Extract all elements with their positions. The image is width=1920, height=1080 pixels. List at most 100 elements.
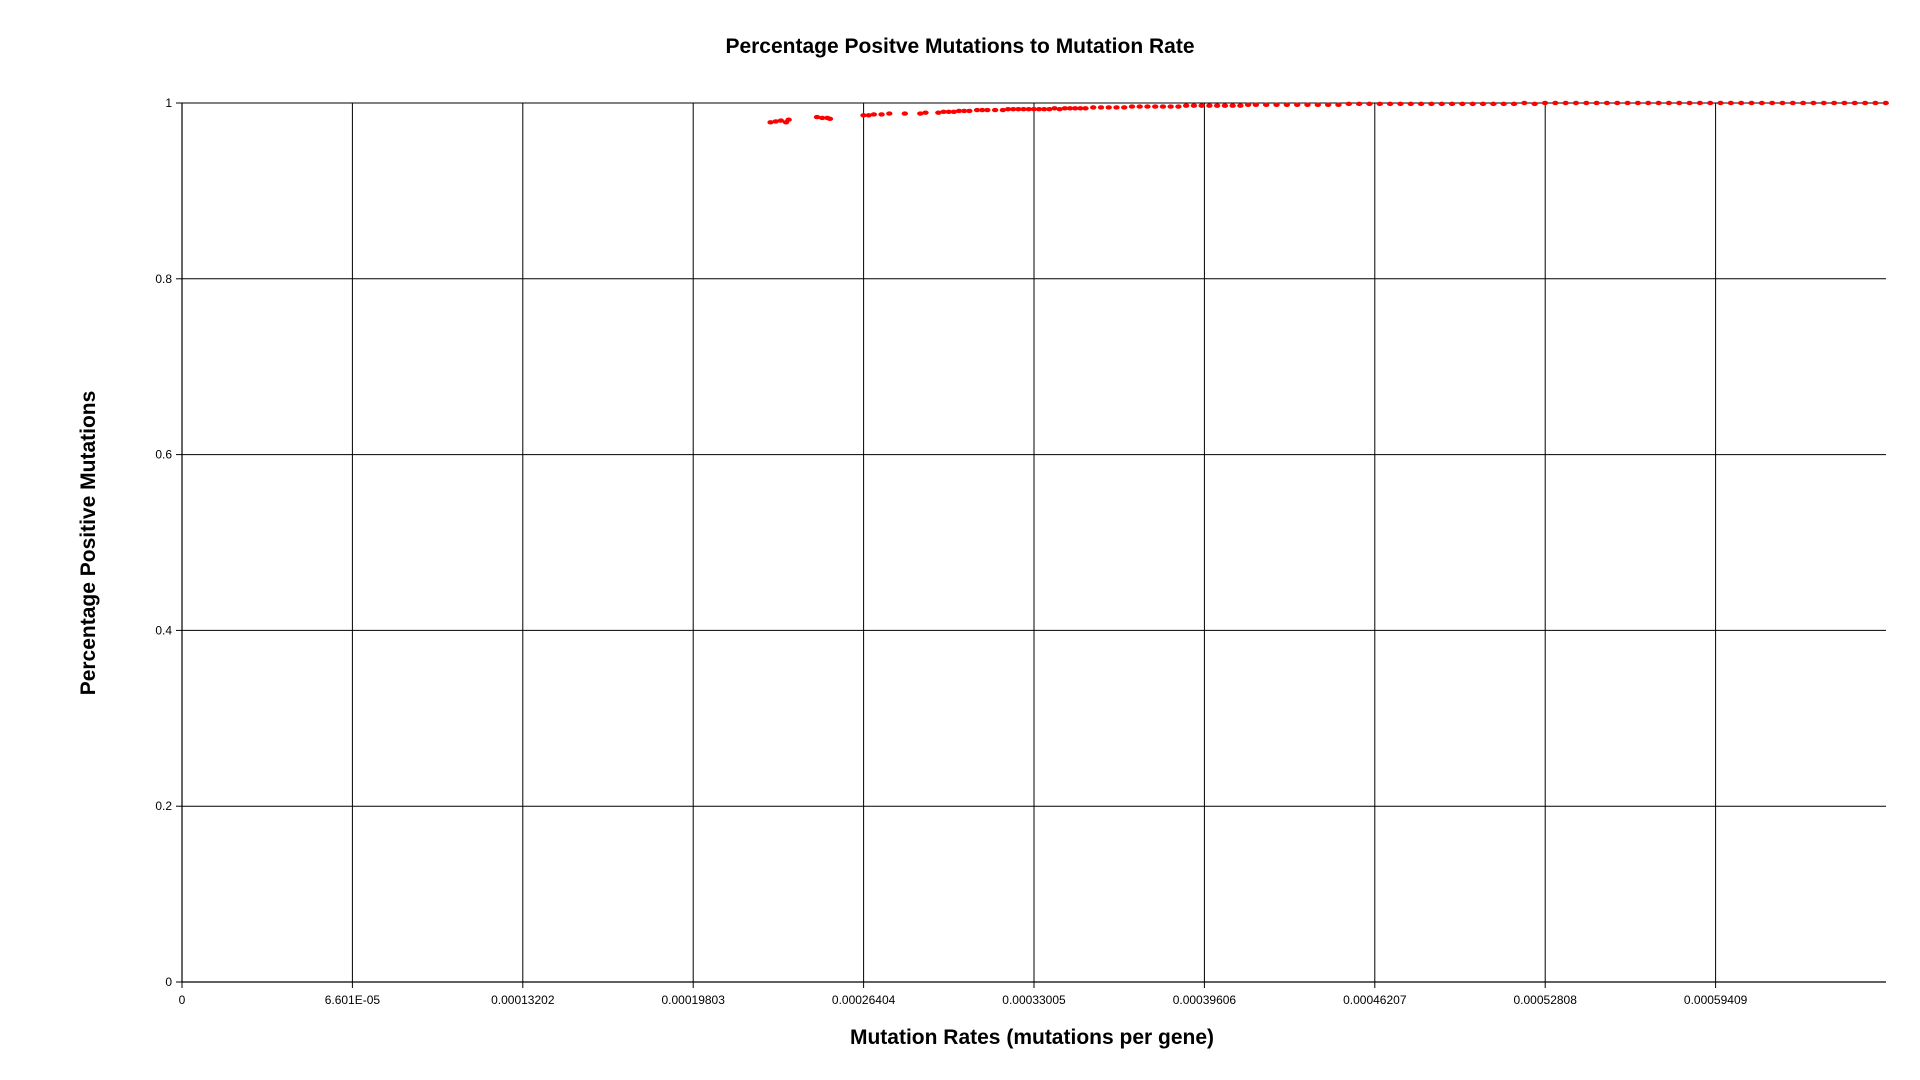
data-point [1655, 100, 1662, 106]
data-point [1345, 101, 1353, 107]
data-point [1056, 106, 1063, 112]
data-point [1004, 106, 1012, 112]
data-point [973, 107, 981, 113]
data-point [1121, 105, 1128, 110]
data-point [1314, 102, 1322, 107]
data-point [878, 112, 885, 117]
data-point [1198, 103, 1205, 108]
data-point [1727, 100, 1735, 106]
data-point [1030, 106, 1038, 112]
data-point [1624, 100, 1631, 106]
data-point [1479, 101, 1487, 107]
data-point [950, 109, 958, 114]
data-point [1799, 100, 1807, 106]
chart-title: Percentage Positve Mutations to Mutation… [725, 35, 1194, 58]
data-point [1206, 103, 1213, 108]
data-point [826, 116, 834, 122]
data-point [777, 118, 785, 123]
x-tick-label: 0.00046207 [1343, 993, 1407, 1007]
data-point [1707, 100, 1714, 106]
data-point [1541, 100, 1549, 106]
data-point [1686, 100, 1693, 106]
data-point [1077, 106, 1084, 111]
data-point [865, 113, 872, 118]
data-point [1010, 106, 1017, 112]
data-point [1213, 103, 1221, 108]
data-point [1182, 103, 1190, 108]
data-point [1324, 102, 1332, 107]
data-point [1366, 101, 1373, 107]
data-point [1448, 101, 1456, 107]
data-point [1510, 101, 1518, 107]
data-point [1066, 106, 1074, 111]
y-tick-label: 0 [165, 975, 172, 989]
x-tick-label: 0.00026404 [832, 993, 896, 1007]
data-point [1229, 103, 1236, 108]
x-tick-label: 0 [179, 993, 186, 1007]
data-point [1593, 100, 1600, 106]
data-point [1190, 103, 1198, 108]
data-point [1025, 106, 1032, 112]
data-point [922, 110, 929, 115]
data-point [1221, 103, 1229, 108]
data-point [772, 119, 779, 124]
data-point [1552, 100, 1559, 106]
data-point [1841, 100, 1848, 106]
data-point [1737, 100, 1745, 106]
data-point [1293, 102, 1301, 107]
data-point [901, 111, 908, 116]
data-point [1159, 104, 1167, 109]
data-point [1262, 102, 1270, 107]
data-point [1151, 104, 1159, 109]
data-points [767, 100, 1889, 125]
data-point [1175, 104, 1182, 109]
data-point [1459, 101, 1466, 107]
data-point [1105, 105, 1112, 110]
x-tick-label: 0.00052808 [1513, 993, 1577, 1007]
data-point [1128, 104, 1136, 109]
data-point [1583, 100, 1590, 106]
data-point [1417, 101, 1425, 107]
y-tick-label: 0.4 [155, 623, 172, 637]
data-point [1273, 102, 1280, 107]
data-point [1113, 105, 1120, 110]
data-point [1407, 101, 1414, 107]
data-point [1789, 100, 1797, 106]
data-point [1603, 100, 1611, 106]
data-point [1237, 103, 1244, 108]
data-point [1696, 100, 1704, 106]
y-tick-label: 0.2 [155, 799, 172, 813]
x-axis-label: Mutation Rates (mutations per gene) [850, 1026, 1214, 1049]
data-point [1397, 101, 1404, 107]
data-point [1051, 106, 1058, 111]
data-point [1469, 101, 1476, 107]
data-point [1283, 102, 1291, 107]
x-tick-label: 0.00059409 [1684, 993, 1748, 1007]
data-point [1676, 100, 1683, 106]
x-tick-label: 0.00013202 [491, 993, 555, 1007]
data-point [1768, 100, 1776, 106]
data-point [955, 108, 963, 114]
data-point [1061, 106, 1069, 111]
data-point [917, 111, 924, 116]
data-point [1490, 101, 1497, 107]
data-point [1020, 106, 1027, 112]
data-point [1015, 106, 1022, 112]
data-point [1376, 101, 1383, 107]
data-point [1634, 100, 1642, 106]
y-axis-ticks: 0 0.2 0.4 0.6 0.8 1 [155, 96, 182, 989]
y-tick-label: 0.8 [155, 272, 172, 286]
data-point [991, 107, 999, 113]
data-point [1097, 105, 1105, 110]
data-point [818, 115, 826, 121]
data-point [1082, 106, 1089, 111]
data-point [1090, 105, 1097, 110]
data-point [1820, 100, 1827, 106]
data-point [1851, 100, 1858, 106]
data-point [1136, 104, 1143, 109]
grid-lines [181, 102, 1886, 983]
data-point [935, 110, 942, 115]
y-tick-label: 1 [165, 96, 172, 110]
data-point [940, 109, 947, 114]
